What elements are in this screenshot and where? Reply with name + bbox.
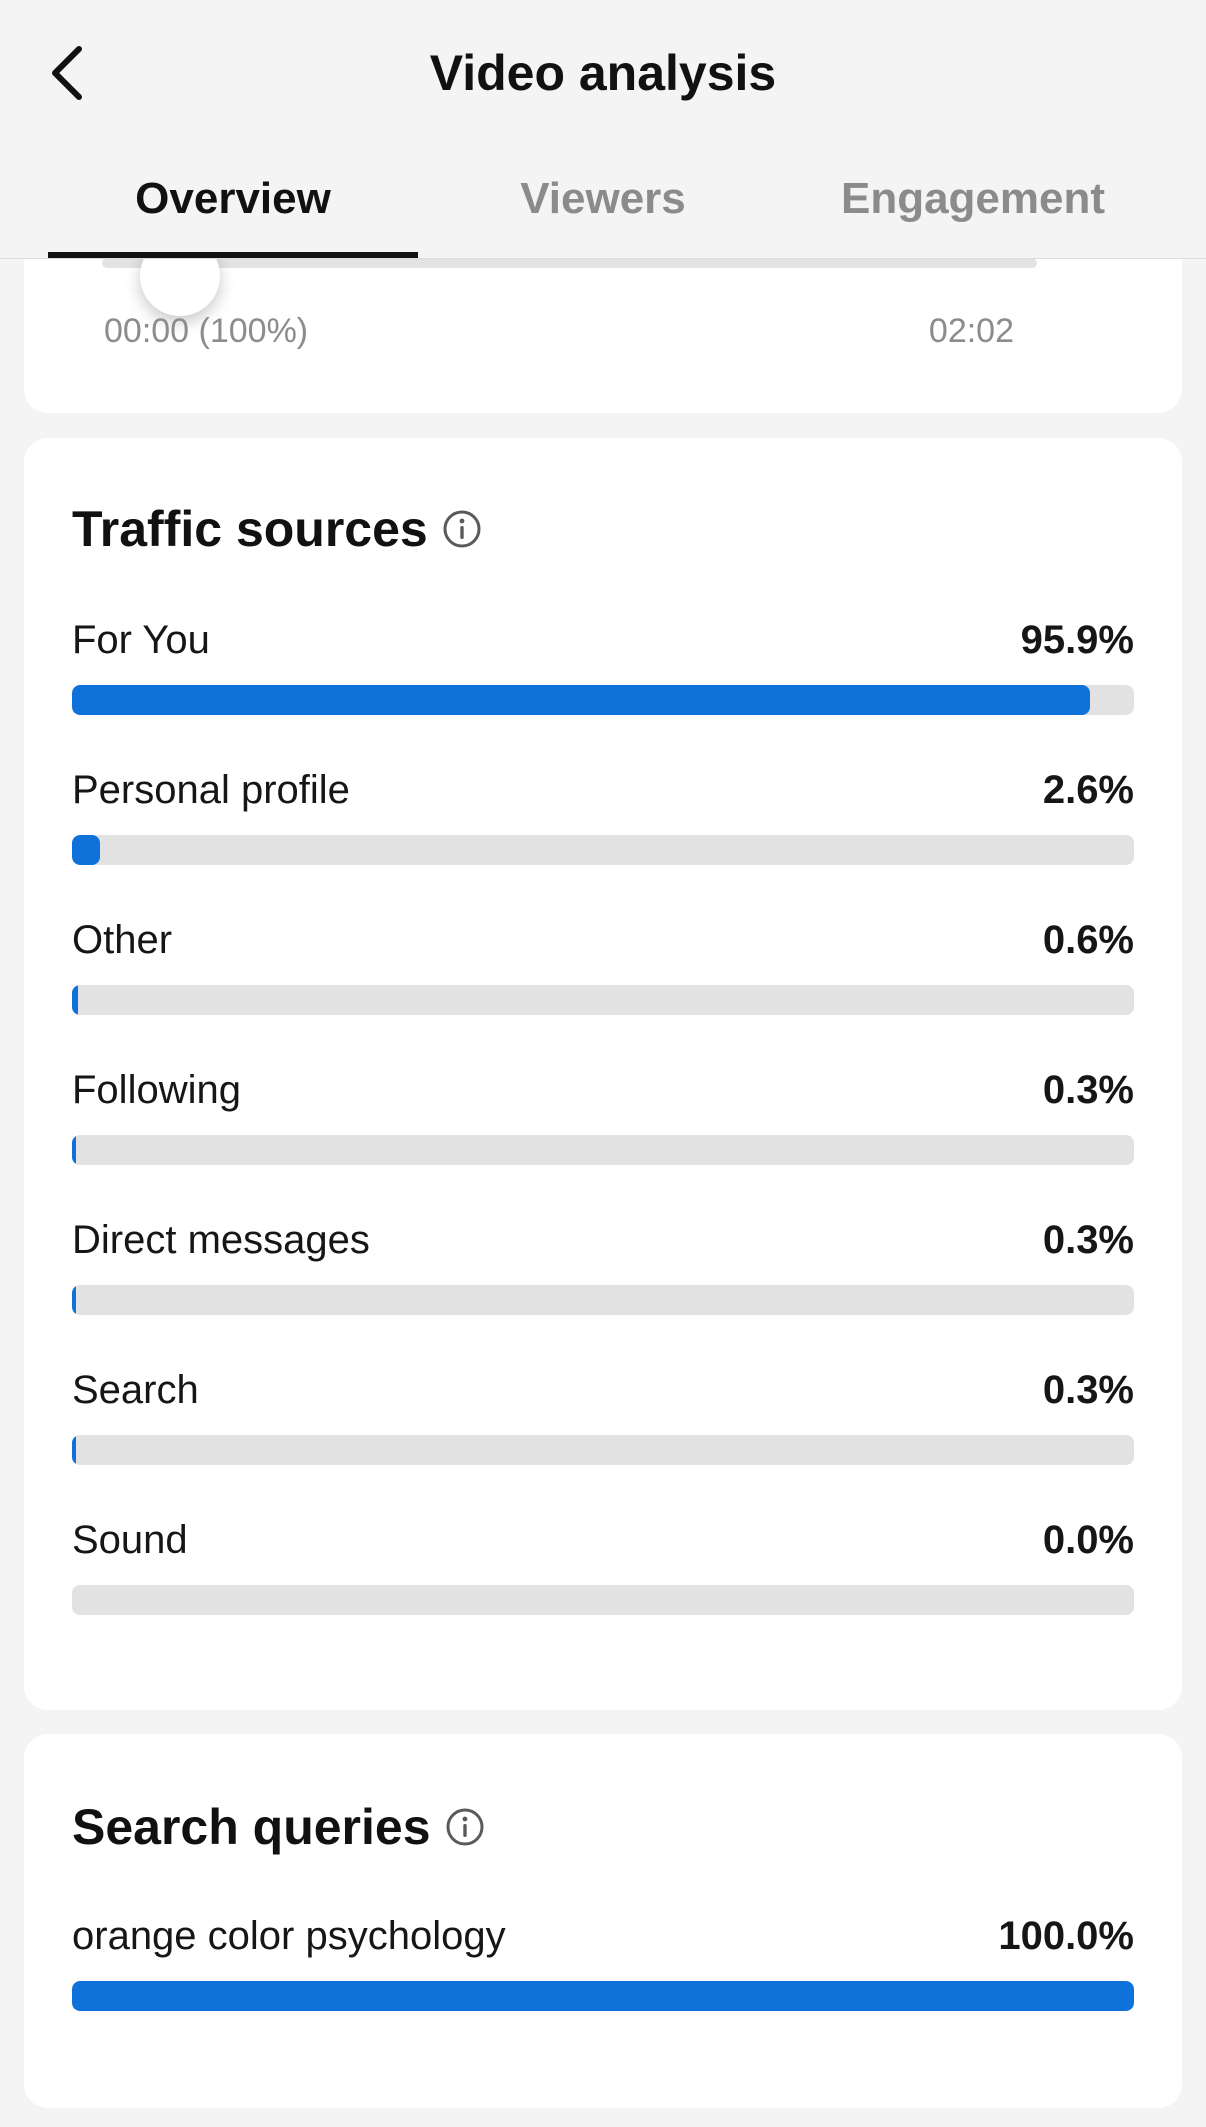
traffic-source-value: 95.9% bbox=[1020, 618, 1134, 662]
header: Video analysis Overview Viewers Engageme… bbox=[0, 0, 1206, 259]
progress-fill bbox=[72, 1981, 1134, 2011]
traffic-source-label: Sound bbox=[72, 1518, 188, 1562]
traffic-source-value: 2.6% bbox=[1042, 768, 1134, 812]
progress-fill bbox=[72, 685, 1091, 715]
traffic-sources-title: Traffic sources bbox=[72, 501, 428, 557]
traffic-source-value: 0.3% bbox=[1042, 1218, 1134, 1262]
search-query-row: orange color psychology 100.0% bbox=[72, 1914, 1134, 2024]
traffic-source-value: 0.6% bbox=[1042, 918, 1134, 962]
tab-overview[interactable]: Overview bbox=[48, 166, 418, 258]
traffic-row-direct-messages: Direct messages 0.3% bbox=[72, 1218, 1134, 1328]
search-queries-heading: Search queries bbox=[72, 1798, 485, 1856]
progress-fill bbox=[72, 985, 79, 1015]
traffic-row-sound: Sound 0.0% bbox=[72, 1518, 1134, 1628]
traffic-source-value: 0.3% bbox=[1042, 1368, 1134, 1412]
scrubber-track[interactable] bbox=[102, 236, 1037, 316]
traffic-sources-heading: Traffic sources bbox=[72, 500, 482, 558]
traffic-row-following: Following 0.3% bbox=[72, 1068, 1134, 1178]
traffic-source-label: Direct messages bbox=[72, 1218, 370, 1262]
traffic-source-label: Search bbox=[72, 1368, 199, 1412]
traffic-source-label: Personal profile bbox=[72, 768, 350, 812]
search-queries-card: Search queries orange color psychology 1… bbox=[24, 1734, 1182, 2108]
progress-fill bbox=[72, 1435, 76, 1465]
progress-fill bbox=[72, 1285, 76, 1315]
info-icon[interactable] bbox=[445, 1807, 485, 1847]
traffic-sources-card: Traffic sources For You 95.9% Personal p… bbox=[24, 438, 1182, 1710]
progress-track bbox=[72, 1285, 1134, 1315]
progress-track bbox=[72, 685, 1134, 715]
progress-fill bbox=[72, 1135, 76, 1165]
chevron-left-icon bbox=[52, 46, 82, 100]
search-query-value: 100.0% bbox=[998, 1914, 1134, 1958]
back-button[interactable] bbox=[40, 38, 92, 108]
traffic-row-other: Other 0.6% bbox=[72, 918, 1134, 1028]
info-icon[interactable] bbox=[442, 509, 482, 549]
tab-bar: Overview Viewers Engagement bbox=[0, 166, 1206, 258]
progress-track bbox=[72, 835, 1134, 865]
progress-track bbox=[72, 1135, 1134, 1165]
scrubber-end-label: 02:02 bbox=[928, 312, 1014, 350]
search-query-label: orange color psychology bbox=[72, 1914, 506, 1958]
traffic-source-label: Other bbox=[72, 918, 173, 962]
progress-track bbox=[72, 1585, 1134, 1615]
search-queries-title: Search queries bbox=[72, 1799, 431, 1855]
traffic-row-personal-profile: Personal profile 2.6% bbox=[72, 768, 1134, 878]
tab-viewers[interactable]: Viewers bbox=[520, 174, 686, 223]
traffic-row-search: Search 0.3% bbox=[72, 1368, 1134, 1478]
traffic-source-label: For You bbox=[72, 618, 210, 662]
traffic-row-for-you: For You 95.9% bbox=[72, 618, 1134, 728]
page-title: Video analysis bbox=[429, 45, 777, 101]
tab-engagement[interactable]: Engagement bbox=[840, 174, 1106, 223]
traffic-source-label: Following bbox=[72, 1068, 241, 1112]
progress-fill bbox=[72, 835, 100, 865]
progress-track bbox=[72, 985, 1134, 1015]
scrubber-start-label: 00:00 (100%) bbox=[104, 312, 309, 350]
traffic-source-value: 0.3% bbox=[1042, 1068, 1134, 1112]
traffic-source-value: 0.0% bbox=[1042, 1518, 1134, 1562]
progress-track bbox=[72, 1981, 1134, 2011]
progress-track bbox=[72, 1435, 1134, 1465]
